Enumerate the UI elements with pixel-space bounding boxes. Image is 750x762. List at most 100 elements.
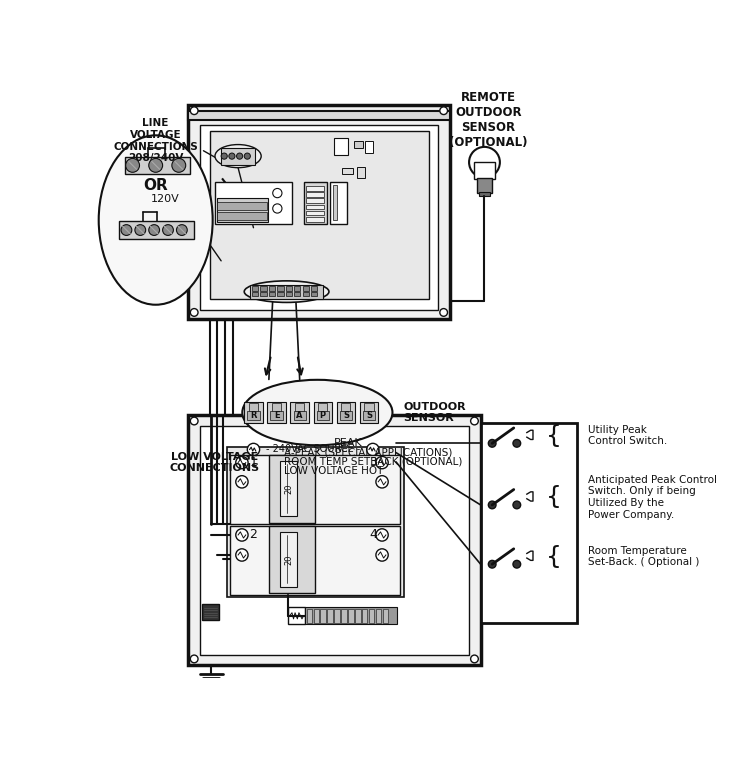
Text: OR: OR bbox=[143, 178, 168, 193]
Bar bbox=[293, 411, 306, 420]
Circle shape bbox=[376, 456, 388, 469]
Bar bbox=[342, 168, 352, 174]
Text: 4: 4 bbox=[369, 529, 376, 542]
Bar bbox=[306, 205, 324, 210]
Bar bbox=[295, 403, 304, 411]
Bar bbox=[272, 403, 281, 411]
Text: S: S bbox=[366, 411, 372, 420]
Text: A-PEAK (SPECIAL APPLICATIONS): A-PEAK (SPECIAL APPLICATIONS) bbox=[284, 447, 453, 457]
Bar bbox=[364, 403, 374, 411]
Text: - 240VAC SOURCE -: - 240VAC SOURCE - bbox=[266, 444, 360, 454]
Bar bbox=[230, 526, 400, 595]
Text: 20: 20 bbox=[284, 484, 293, 494]
Text: 120V: 120V bbox=[151, 194, 180, 204]
Bar bbox=[217, 198, 268, 222]
Text: PEAK: PEAK bbox=[334, 438, 363, 448]
Bar bbox=[217, 203, 267, 210]
Circle shape bbox=[190, 655, 198, 663]
Bar bbox=[353, 141, 363, 149]
Text: LOW VOLTAGE
CONNECTIONS: LOW VOLTAGE CONNECTIONS bbox=[170, 452, 260, 473]
Circle shape bbox=[163, 225, 173, 235]
Circle shape bbox=[470, 655, 478, 663]
Bar bbox=[215, 181, 292, 224]
Bar bbox=[188, 110, 450, 120]
Circle shape bbox=[488, 560, 496, 568]
Text: Room Temperature
Set-Back. ( Optional ): Room Temperature Set-Back. ( Optional ) bbox=[589, 546, 700, 568]
Bar bbox=[230, 455, 400, 524]
Bar bbox=[268, 287, 275, 291]
Bar bbox=[252, 287, 258, 291]
Circle shape bbox=[488, 440, 496, 447]
Text: {: { bbox=[546, 545, 562, 568]
Circle shape bbox=[244, 153, 250, 159]
Circle shape bbox=[236, 475, 248, 488]
Bar bbox=[341, 609, 346, 623]
Bar bbox=[244, 402, 262, 424]
Circle shape bbox=[172, 158, 186, 172]
Circle shape bbox=[376, 529, 388, 541]
Bar bbox=[316, 411, 329, 420]
Circle shape bbox=[229, 153, 235, 159]
Circle shape bbox=[273, 188, 282, 197]
Bar bbox=[360, 402, 378, 424]
Circle shape bbox=[470, 417, 478, 425]
Bar bbox=[337, 402, 355, 424]
Bar bbox=[288, 607, 305, 624]
Text: P: P bbox=[320, 411, 326, 420]
Text: REMOTE
OUTDOOR
SENSOR
(OPTIONAL): REMOTE OUTDOOR SENSOR (OPTIONAL) bbox=[449, 91, 527, 149]
Bar bbox=[334, 609, 340, 623]
Bar bbox=[249, 403, 258, 411]
Bar bbox=[306, 186, 324, 190]
Circle shape bbox=[236, 529, 248, 541]
Bar bbox=[271, 411, 283, 420]
Circle shape bbox=[236, 153, 243, 159]
Bar bbox=[294, 292, 301, 296]
Bar bbox=[358, 167, 365, 178]
Circle shape bbox=[176, 225, 188, 235]
Ellipse shape bbox=[242, 379, 392, 445]
Circle shape bbox=[367, 443, 379, 456]
Text: A: A bbox=[296, 411, 303, 420]
Bar bbox=[278, 292, 284, 296]
Circle shape bbox=[148, 225, 160, 235]
Circle shape bbox=[236, 549, 248, 561]
Bar bbox=[320, 609, 326, 623]
Bar bbox=[217, 213, 267, 220]
Bar bbox=[278, 287, 284, 291]
Bar bbox=[311, 287, 317, 291]
Bar bbox=[481, 423, 577, 623]
Bar bbox=[226, 447, 404, 597]
Circle shape bbox=[135, 225, 146, 235]
Bar bbox=[355, 609, 361, 623]
Bar bbox=[479, 191, 490, 196]
Bar bbox=[268, 455, 315, 523]
Bar bbox=[362, 609, 368, 623]
Bar bbox=[286, 287, 292, 291]
Circle shape bbox=[148, 158, 163, 172]
Bar bbox=[363, 411, 375, 420]
Bar bbox=[200, 125, 438, 310]
Bar bbox=[382, 609, 388, 623]
Bar bbox=[334, 138, 348, 155]
Text: S: S bbox=[343, 411, 349, 420]
Bar bbox=[267, 402, 286, 424]
Ellipse shape bbox=[215, 145, 261, 168]
Bar bbox=[248, 411, 259, 420]
Bar bbox=[306, 192, 324, 197]
Text: Utility Peak
Control Switch.: Utility Peak Control Switch. bbox=[589, 425, 668, 447]
Bar bbox=[304, 181, 327, 224]
Bar bbox=[333, 185, 337, 220]
Circle shape bbox=[221, 153, 227, 159]
Bar bbox=[348, 609, 353, 623]
Circle shape bbox=[513, 560, 520, 568]
Bar bbox=[280, 532, 297, 588]
Bar bbox=[306, 211, 324, 216]
Circle shape bbox=[376, 475, 388, 488]
Bar bbox=[200, 426, 469, 655]
Bar bbox=[221, 148, 255, 165]
Bar bbox=[260, 287, 266, 291]
Bar bbox=[209, 132, 429, 299]
Bar bbox=[314, 609, 319, 623]
Circle shape bbox=[376, 549, 388, 561]
Text: 3: 3 bbox=[369, 456, 376, 469]
